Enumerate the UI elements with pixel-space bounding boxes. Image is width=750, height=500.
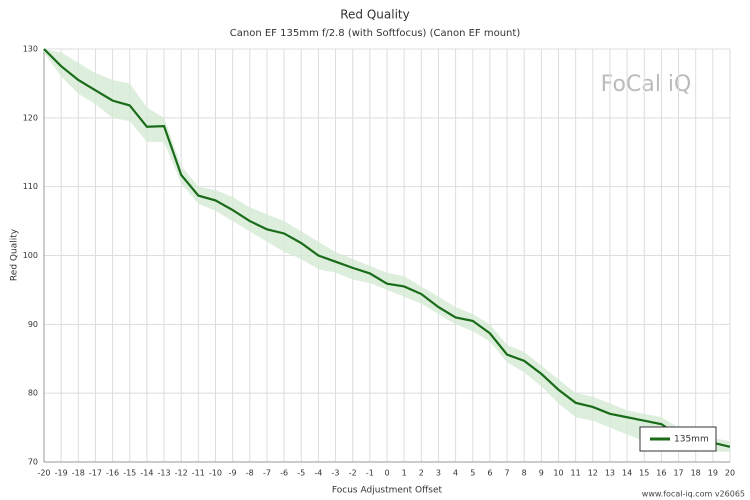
x-tick-label: 1 (402, 469, 407, 478)
x-tick-label: -1 (366, 469, 374, 478)
x-tick-label: -5 (297, 469, 305, 478)
x-tick-label: -3 (332, 469, 340, 478)
y-tick-label: 90 (28, 320, 38, 329)
x-tick-label: 18 (691, 469, 701, 478)
x-tick-label: 17 (673, 469, 683, 478)
y-tick-label: 80 (28, 389, 38, 398)
x-tick-label: 7 (505, 469, 510, 478)
x-tick-label: -7 (263, 469, 271, 478)
x-tick-label: 3 (436, 469, 441, 478)
x-tick-label: 8 (522, 469, 527, 478)
x-tick-label: 10 (553, 469, 563, 478)
confidence-band (44, 49, 730, 452)
y-tick-label: 130 (23, 45, 38, 54)
x-tick-label: -15 (123, 469, 136, 478)
x-tick-label: -19 (55, 469, 68, 478)
x-tick-label: -4 (314, 469, 322, 478)
x-tick-label: -9 (229, 469, 237, 478)
x-tick-label: -17 (89, 469, 102, 478)
x-tick-label: 2 (419, 469, 424, 478)
y-tick-label: 70 (28, 458, 38, 467)
x-tick-label: 12 (588, 469, 598, 478)
x-tick-label: 9 (539, 469, 544, 478)
footer: www.focal-iq.com v26065 (642, 490, 745, 499)
data-line (43, 48, 731, 448)
chart-subtitle: Canon EF 135mm f/2.8 (with Softfocus) (C… (230, 28, 521, 39)
x-tick-label: 6 (487, 469, 492, 478)
x-tick-label: 15 (639, 469, 649, 478)
x-tick-label: -20 (37, 469, 50, 478)
y-tick-label: 110 (23, 182, 38, 191)
x-axis-label: Focus Adjustment Offset (332, 486, 443, 496)
x-tick-label: 14 (622, 469, 632, 478)
x-tick-label: -12 (175, 469, 188, 478)
chart-title: Red Quality (340, 8, 410, 22)
x-tick-label: -13 (158, 469, 171, 478)
x-tick-label: 16 (656, 469, 666, 478)
x-tick-label: -11 (192, 469, 205, 478)
y-axis-label: Red Quality (10, 228, 20, 281)
x-tick-label: 20 (725, 469, 735, 478)
x-tick-label: -10 (209, 469, 222, 478)
x-tick-label: 5 (470, 469, 475, 478)
logo: FoCal iQ (601, 72, 692, 97)
y-tick-label: 100 (23, 251, 38, 260)
x-tick-label: 4 (453, 469, 458, 478)
x-tick-label: -6 (280, 469, 288, 478)
legend-label: 135mm (674, 435, 709, 445)
x-tick-label: 0 (384, 469, 389, 478)
x-tick-label: -2 (349, 469, 357, 478)
y-tick-label: 120 (23, 113, 38, 122)
x-tick-label: -16 (106, 469, 119, 478)
x-tick-label: 13 (605, 469, 615, 478)
x-tick-label: -18 (72, 469, 85, 478)
x-tick-label: -8 (246, 469, 254, 478)
x-tick-label: -14 (140, 469, 153, 478)
x-tick-label: 19 (708, 469, 718, 478)
x-tick-label: 11 (571, 469, 581, 478)
